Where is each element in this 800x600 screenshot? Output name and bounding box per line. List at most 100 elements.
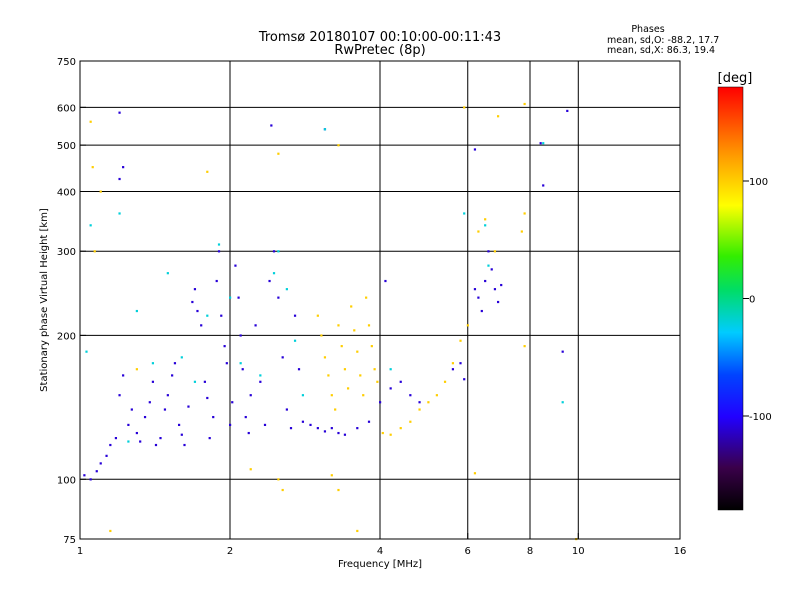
data-point: [297, 368, 301, 371]
data-point: [151, 362, 155, 365]
x-ticks: 1 2 4 6 8 10 16: [77, 533, 686, 557]
data-point: [259, 374, 262, 377]
data-point: [353, 329, 356, 332]
data-point: [151, 380, 155, 383]
stats-line-x: mean, sd,X: 86.3, 19.4: [607, 45, 715, 56]
data-point: [177, 423, 181, 427]
data-point: [337, 324, 340, 327]
data-point: [154, 443, 158, 447]
data-point: [484, 224, 487, 227]
data-point: [463, 106, 466, 109]
data-point: [367, 324, 371, 327]
chart-subtitle: RwPretec (8p): [334, 43, 425, 58]
data-point: [418, 401, 421, 404]
data-point: [477, 296, 480, 299]
data-point: [330, 394, 333, 397]
data-point: [350, 305, 353, 308]
data-point: [459, 339, 462, 342]
data-point: [487, 264, 490, 267]
data-point: [330, 474, 333, 477]
x-tick-label: 6: [465, 546, 471, 557]
data-point: [229, 423, 232, 427]
data-point: [293, 314, 297, 317]
data-point: [217, 250, 221, 253]
data-point: [247, 431, 250, 435]
data-point: [163, 408, 167, 411]
data-point: [365, 296, 368, 299]
data-point: [122, 374, 125, 377]
data-point: [109, 443, 112, 447]
data-point: [327, 374, 330, 377]
data-point: [381, 431, 384, 435]
data-point: [109, 529, 112, 533]
data-point: [180, 433, 183, 436]
data-point: [523, 212, 526, 215]
data-point: [270, 124, 273, 127]
data-point: [127, 423, 130, 427]
data-point: [206, 170, 209, 173]
data-point: [373, 368, 376, 371]
data-point: [389, 433, 392, 436]
data-point: [217, 243, 221, 246]
colorbar-ticks: 100 0 -100: [743, 177, 772, 423]
data-point: [241, 368, 244, 371]
data-point: [95, 470, 98, 473]
data-point: [148, 401, 151, 404]
data-point: [91, 166, 94, 169]
data-point: [399, 380, 402, 383]
data-point: [277, 250, 280, 253]
data-point: [118, 177, 121, 181]
data-point: [561, 350, 564, 353]
data-point: [520, 230, 523, 233]
data-point: [231, 401, 234, 404]
data-point: [466, 324, 469, 327]
data-point: [384, 279, 387, 283]
data-point: [281, 488, 284, 492]
data-point: [212, 415, 215, 419]
y-tick-label: 300: [57, 247, 76, 258]
data-point: [566, 109, 569, 113]
data-point: [389, 368, 392, 371]
data-point: [143, 415, 147, 419]
data-point: [277, 296, 280, 299]
data-point: [370, 345, 373, 348]
data-point: [356, 529, 359, 533]
data-point: [389, 387, 392, 390]
colorbar-tick-label: -100: [749, 412, 772, 423]
stats-line-o: mean, sd,O: -88.2, 17.7: [607, 35, 719, 46]
data-point: [259, 380, 262, 383]
data-point: [493, 250, 497, 253]
data-point: [239, 334, 242, 337]
data-point: [85, 350, 88, 353]
data-point: [542, 184, 545, 187]
data-point: [376, 380, 379, 383]
data-point: [159, 436, 162, 440]
data-point: [323, 128, 327, 131]
data-point: [89, 120, 92, 123]
data-point: [193, 288, 197, 291]
data-point: [362, 394, 365, 397]
data-point: [323, 430, 327, 433]
data-point: [118, 394, 121, 397]
data-point: [114, 436, 118, 440]
data-point: [542, 142, 545, 145]
data-point: [229, 296, 232, 299]
data-point: [496, 300, 500, 304]
y-tick-label: 400: [57, 187, 76, 198]
data-point: [281, 356, 284, 359]
data-point: [193, 380, 197, 383]
data-points: [83, 102, 578, 541]
data-point: [118, 212, 121, 215]
data-point: [473, 288, 477, 291]
x-tick-label: 8: [527, 546, 533, 557]
data-point: [340, 345, 343, 348]
data-point: [316, 427, 319, 430]
data-point: [234, 264, 237, 267]
data-point: [484, 279, 487, 283]
data-point: [183, 443, 186, 447]
data-point: [409, 420, 412, 423]
data-point: [356, 350, 359, 353]
x-axis-label: Frequency [MHz]: [338, 559, 422, 570]
data-point: [346, 387, 350, 390]
data-point: [139, 440, 142, 443]
